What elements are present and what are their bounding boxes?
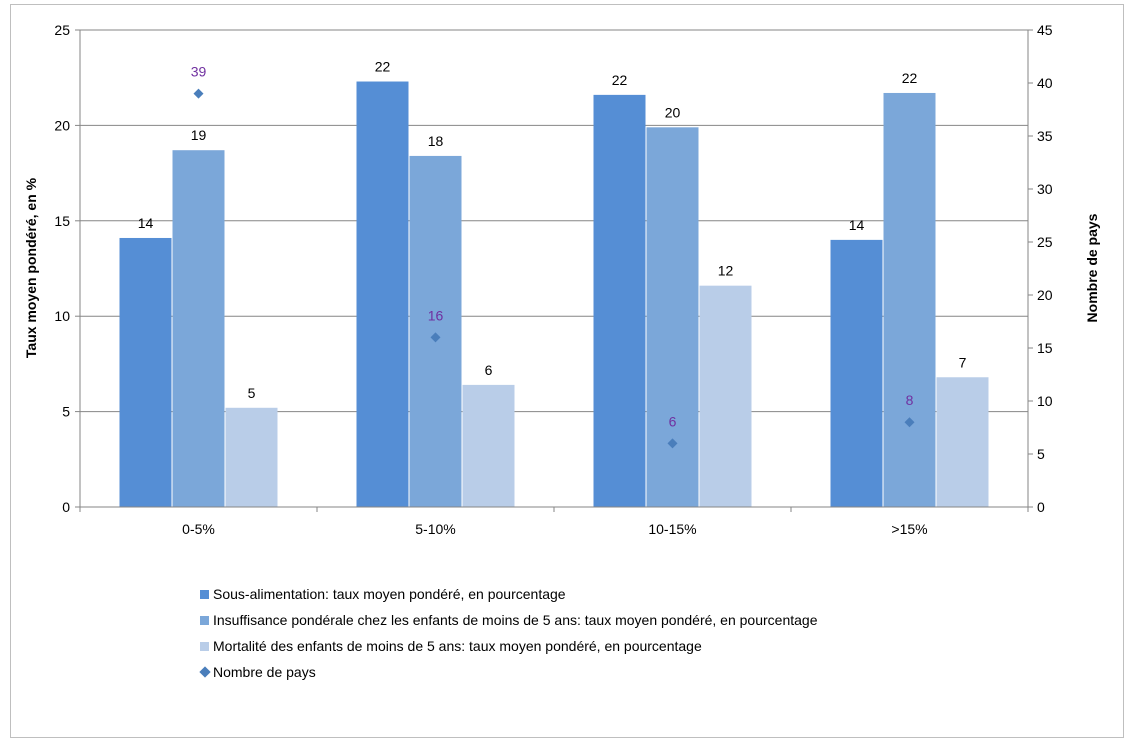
- bar-layer: [119, 81, 989, 508]
- legend-swatch-mortality: [200, 641, 209, 651]
- bar: [830, 239, 883, 507]
- bar-data-label: 14: [849, 217, 865, 233]
- y2-tick-label: 20: [1037, 287, 1053, 303]
- y-tick-label: 5: [62, 404, 70, 420]
- legend-label: Insuffisance pondérale chez les enfants …: [213, 612, 818, 628]
- bar: [699, 285, 752, 507]
- y-tick-label: 15: [54, 213, 70, 229]
- bar: [646, 127, 699, 508]
- x-tick-label: >15%: [891, 521, 927, 537]
- legend: Sous-alimentation: taux moyen pondéré, e…: [199, 584, 817, 688]
- legend-label: Nombre de pays: [213, 664, 316, 680]
- bar: [593, 94, 646, 507]
- x-tick-label: 0-5%: [182, 521, 215, 537]
- bar-data-label: 19: [191, 127, 207, 143]
- y2-tick-label: 40: [1037, 75, 1053, 91]
- x-tick-label: 10-15%: [648, 521, 696, 537]
- chart-plot: 0 5 10 15 20 25 0 5 10 15 20 25 30 35 40 45 0-5% 5-10% 10-…: [23, 22, 1100, 537]
- bar: [409, 155, 462, 508]
- bar-data-label: 22: [375, 59, 391, 75]
- legend-swatch-undernourishment: [200, 589, 209, 599]
- bar-data-label: 20: [665, 104, 681, 120]
- y2-tick-label: 35: [1037, 128, 1053, 144]
- bar: [172, 150, 225, 508]
- y2-tick-label: 15: [1037, 340, 1053, 356]
- bar-data-label: 22: [612, 72, 628, 88]
- bar-data-label: 22: [902, 70, 918, 86]
- y2-tick-label: 25: [1037, 234, 1053, 250]
- bar: [356, 81, 409, 508]
- point-data-label: 6: [669, 413, 677, 429]
- legend-label: Sous-alimentation: taux moyen pondéré, e…: [213, 586, 566, 602]
- y-tick-label: 10: [54, 308, 70, 324]
- point-data-label: 39: [191, 64, 207, 80]
- bar-data-label: 12: [718, 263, 734, 279]
- legend-label: Mortalité des enfants de moins de 5 ans:…: [213, 638, 702, 654]
- country-count-point: [193, 88, 204, 99]
- point-layer: [193, 88, 915, 449]
- bar-data-label: 18: [428, 133, 444, 149]
- point-data-label: 8: [906, 392, 914, 408]
- y2-tick-label: 30: [1037, 181, 1053, 197]
- legend-item: Insuffisance pondérale chez les enfants …: [200, 610, 817, 630]
- y2-tick-label: 45: [1037, 22, 1053, 38]
- country-count-point: [904, 417, 915, 428]
- country-count-point: [430, 332, 441, 343]
- point-data-label: 16: [428, 307, 444, 323]
- data-labels: 14 22 22 14 19 18 20 22 5 6 12 7 39 16 6 8: [138, 59, 967, 430]
- y2-tick-label: 10: [1037, 393, 1053, 409]
- bar: [462, 384, 515, 507]
- x-tick-label: 5-10%: [415, 521, 455, 537]
- legend-item: Sous-alimentation: taux moyen pondéré, e…: [200, 584, 817, 604]
- y2-tick-label: 0: [1037, 499, 1045, 515]
- legend-item: Nombre de pays: [199, 662, 817, 682]
- y2-tick-label: 5: [1037, 446, 1045, 462]
- y2-axis-title: Nombre de pays: [1084, 213, 1100, 322]
- legend-item: Mortalité des enfants de moins de 5 ans:…: [200, 636, 817, 656]
- bar-data-label: 6: [485, 362, 493, 378]
- legend-swatch-underweight: [200, 615, 209, 625]
- country-count-point: [667, 438, 678, 449]
- bar-data-label: 14: [138, 215, 154, 231]
- bar: [936, 377, 989, 507]
- legend-diamond-marker: [199, 666, 211, 678]
- bar: [883, 92, 936, 508]
- y-axis-title: Taux moyen pondéré, en %: [23, 177, 39, 358]
- bar: [225, 407, 278, 507]
- y-tick-label: 20: [54, 117, 70, 133]
- axes: 0 5 10 15 20 25 0 5 10 15 20 25 30 35 40 45 0-5% 5-10% 10-…: [54, 22, 1052, 537]
- y-tick-label: 0: [62, 499, 70, 515]
- bar-data-label: 5: [248, 385, 256, 401]
- y-tick-label: 25: [54, 22, 70, 38]
- bar-data-label: 7: [959, 354, 967, 370]
- bar: [119, 237, 172, 508]
